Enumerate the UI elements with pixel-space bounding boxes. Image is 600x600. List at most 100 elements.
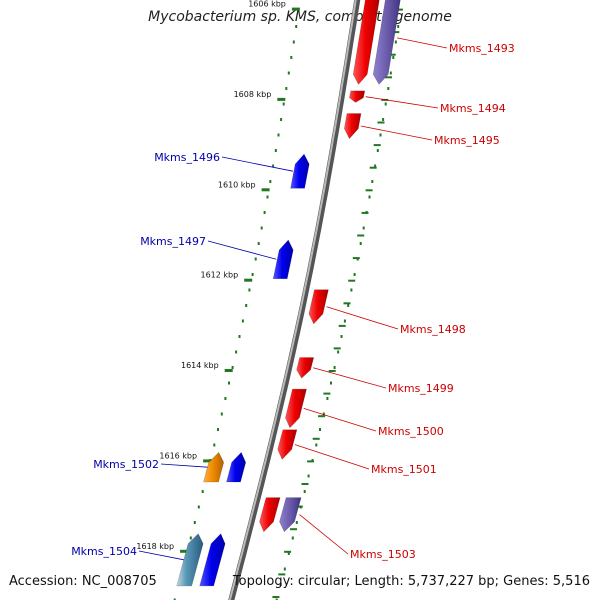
guide-dot	[291, 536, 294, 540]
minor-tick	[385, 76, 392, 79]
gene-label-mkms-1496[interactable]: Mkms_1496	[154, 151, 220, 164]
minor-tick	[395, 8, 403, 11]
guide-dot	[362, 226, 365, 230]
guide-dot	[319, 428, 321, 431]
backbone-line	[228, 0, 361, 600]
major-tick	[261, 188, 270, 192]
gene-label-mkms-1494[interactable]: Mkms_1494	[440, 102, 506, 115]
guide-dot	[379, 133, 382, 137]
guide-dot	[248, 288, 251, 292]
gene-label-mkms-1497[interactable]: Mkms_1497	[140, 235, 206, 248]
guide-dot	[394, 40, 397, 44]
guide-dot	[295, 25, 298, 28]
guide-dot	[292, 40, 295, 44]
leader-line	[299, 514, 349, 555]
minor-tick	[328, 370, 336, 372]
minor-tick	[318, 415, 326, 418]
minor-tick	[352, 257, 360, 260]
guide-dot	[387, 87, 390, 90]
gene-arrow-mkms-1494[interactable]	[349, 90, 366, 103]
minor-tick	[377, 121, 385, 124]
guide-dot	[397, 25, 400, 28]
guide-dot	[272, 164, 275, 168]
gene-arrow-mkms-1497[interactable]	[272, 239, 294, 280]
guide-dot	[350, 288, 353, 292]
genome-backbone	[228, 0, 361, 600]
gene-arrow-mkms-1496[interactable]	[290, 153, 310, 189]
guide-dot	[353, 273, 356, 276]
guide-dot	[260, 226, 263, 230]
gene-label-mkms-1503[interactable]: Mkms_1503	[350, 548, 416, 561]
backbone-highlight	[228, 0, 357, 600]
minor-tick	[343, 302, 351, 305]
guide-dot	[384, 102, 387, 106]
gene-arrow-mkms-1504[interactable]	[199, 533, 226, 587]
minor-tick	[272, 596, 280, 598]
gene-label-mkms-1502[interactable]: Mkms_1502	[93, 458, 159, 471]
guide-dot	[326, 397, 329, 400]
gene-label-mkms-1493[interactable]: Mkms_1493	[449, 42, 515, 55]
minor-tick	[388, 53, 396, 56]
gene-label-mkms-1495[interactable]: Mkms_1495	[434, 134, 500, 147]
leader-line	[221, 156, 293, 172]
topology-summary: Topology: circular; Length: 5,737,227 bp…	[232, 574, 590, 589]
gene-arrow-mkms-1498[interactable]	[308, 289, 329, 325]
guide-dot	[295, 521, 298, 524]
guide-dot	[197, 505, 200, 509]
guide-dot	[368, 195, 371, 199]
gene-arrow-mkms-1502[interactable]	[226, 451, 247, 483]
gene-arrow-mkms-1502[interactable]	[203, 451, 225, 483]
tick-label: 1612 kbp	[200, 271, 238, 280]
guide-dot	[376, 149, 379, 152]
gene-arrow-mkms-1493[interactable]	[372, 0, 402, 85]
minor-tick	[369, 166, 377, 169]
gene-arrow-mkms-1501[interactable]	[277, 429, 298, 460]
gene-label-mkms-1500[interactable]: Mkms_1500	[378, 425, 444, 438]
guide-dot	[275, 598, 278, 600]
minor-tick	[312, 437, 320, 440]
guide-dot	[279, 583, 282, 586]
guide-dot	[220, 412, 223, 416]
leader-line	[326, 306, 399, 330]
guide-dot	[322, 412, 325, 416]
minor-tick	[301, 483, 309, 485]
gene-arrow-mkms-1504[interactable]	[176, 533, 204, 587]
guide-dot	[269, 180, 272, 183]
major-tick	[224, 369, 233, 372]
gene-features	[176, 0, 402, 587]
guide-dot	[371, 180, 374, 183]
guide-dot	[235, 350, 238, 354]
guide-dot	[217, 428, 219, 431]
guide-dot	[189, 536, 192, 540]
gene-arrow-mkms-1500[interactable]	[285, 388, 307, 429]
guide-dot	[228, 381, 230, 385]
gene-arrow-mkms-1503[interactable]	[259, 497, 281, 533]
guide-dot	[213, 443, 216, 447]
guide-dot	[303, 490, 306, 493]
tick-label: 1616 kbp	[159, 451, 197, 460]
accession-text: Accession: NC_008705	[9, 574, 157, 589]
guide-dot	[337, 350, 340, 354]
guide-dot	[307, 474, 310, 478]
guide-dot	[266, 195, 269, 199]
gene-arrow-mkms-1493[interactable]	[352, 0, 381, 85]
minor-tick	[333, 347, 341, 350]
guide-dot	[224, 397, 227, 400]
gene-arrow-mkms-1495[interactable]	[343, 113, 362, 140]
guide-dot	[173, 598, 176, 600]
gene-arrow-mkms-1503[interactable]	[279, 497, 302, 533]
guide-dot	[287, 71, 290, 75]
gene-label-mkms-1498[interactable]: Mkms_1498	[400, 323, 466, 336]
minor-tick	[373, 144, 381, 147]
gene-label-mkms-1504[interactable]: Mkms_1504	[71, 545, 137, 558]
guide-dot	[251, 273, 254, 276]
gene-label-mkms-1499[interactable]: Mkms_1499	[388, 382, 454, 395]
guide-dot	[347, 304, 350, 307]
minor-tick	[365, 189, 373, 192]
gene-label-mkms-1501[interactable]: Mkms_1501	[371, 463, 437, 476]
minor-tick	[295, 505, 303, 508]
leader-line	[397, 37, 448, 49]
guide-dot	[389, 71, 392, 75]
gene-arrow-mkms-1499[interactable]	[296, 357, 315, 379]
